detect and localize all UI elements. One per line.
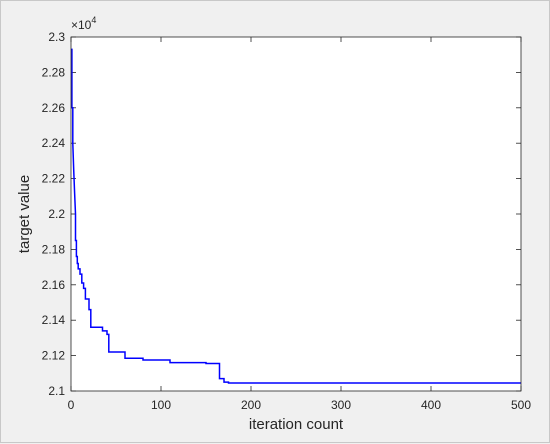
- x-tick-label: 400: [421, 398, 441, 412]
- y-multiplier-exponent: 4: [91, 15, 96, 25]
- y-tick-label: 2.14: [42, 313, 66, 327]
- y-multiplier-base: ×10: [71, 18, 92, 32]
- y-tick-label: 2.22: [42, 172, 66, 186]
- y-tick-label: 2.3: [48, 30, 65, 44]
- series-line: [71, 48, 521, 384]
- y-tick-label: 2.26: [42, 101, 66, 115]
- x-tick-label: 0: [68, 398, 75, 412]
- y-tick-label: 2.28: [42, 65, 66, 79]
- y-multiplier: ×104: [71, 15, 96, 32]
- y-tick-label: 2.24: [42, 136, 66, 150]
- x-tick-label: 500: [511, 398, 531, 412]
- x-tick-label: 300: [331, 398, 351, 412]
- plot-box: [70, 36, 522, 392]
- x-axis-label: iteration count: [249, 416, 344, 433]
- x-tick-label: 100: [151, 398, 171, 412]
- y-tick-label: 2.12: [42, 349, 66, 363]
- y-tick-label: 2.1: [48, 384, 65, 398]
- y-axis-label: target value: [16, 175, 33, 253]
- x-axis-ticks: 0 100 200 300 400 500: [68, 37, 531, 412]
- y-tick-label: 2.18: [42, 242, 66, 256]
- y-tick-label: 2.16: [42, 278, 66, 292]
- y-tick-label: 2.2: [48, 207, 65, 221]
- x-tick-label: 200: [241, 398, 261, 412]
- y-axis-ticks: 2.1 2.12 2.14 2.16 2.18 2.2 2.22 2.24 2.26 2.28 2.…: [42, 30, 521, 398]
- plot-area: [71, 37, 521, 391]
